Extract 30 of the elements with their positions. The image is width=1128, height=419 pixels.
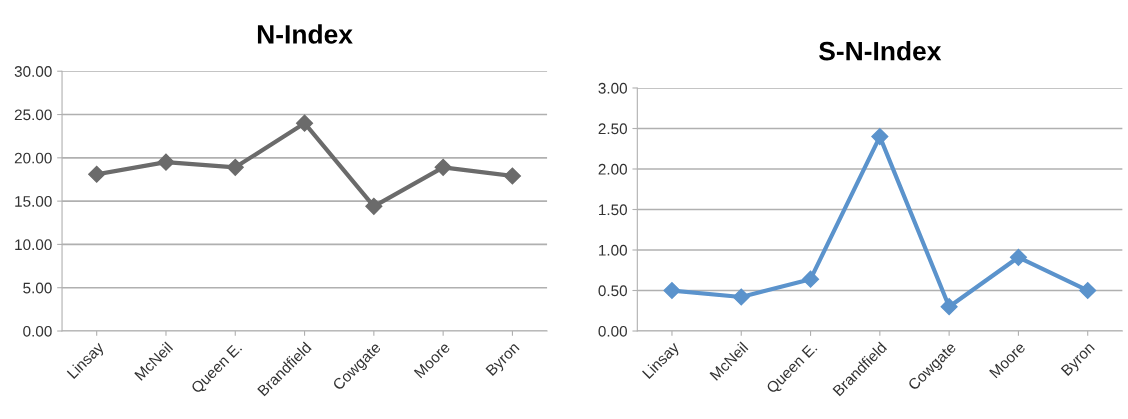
point <box>296 114 314 132</box>
point <box>434 158 452 176</box>
y-tick-label: 2.00 <box>598 163 627 175</box>
y-tick-label: 2.50 <box>598 123 627 135</box>
y-tick-label: 0.50 <box>598 285 627 297</box>
y-tick-label: 5.00 <box>23 282 52 294</box>
point <box>663 281 681 300</box>
chart-title: N-Index <box>257 24 353 44</box>
point <box>801 270 820 288</box>
y-tick-label: 15.00 <box>15 195 52 207</box>
point <box>88 165 106 183</box>
y-tick-label: 0.00 <box>598 325 627 337</box>
y-tick-label: 1.00 <box>599 244 627 256</box>
y-tick-label: 0.00 <box>23 325 52 337</box>
point <box>365 197 383 215</box>
chart-title: S-N-Index <box>819 41 942 61</box>
y-tick-label: 30.00 <box>14 66 52 77</box>
point <box>1009 248 1027 266</box>
point <box>940 298 958 316</box>
y-tick-label: 20.00 <box>14 152 52 164</box>
y-tick-label: 1.50 <box>599 204 627 216</box>
y-tick-label: 3.00 <box>598 82 627 94</box>
point <box>226 158 244 176</box>
point <box>157 153 175 171</box>
y-tick-label: 25.00 <box>14 109 52 121</box>
point <box>732 288 750 306</box>
point <box>1079 281 1097 300</box>
point <box>503 167 521 185</box>
y-tick-label: 10.00 <box>15 239 52 251</box>
point <box>871 128 889 146</box>
